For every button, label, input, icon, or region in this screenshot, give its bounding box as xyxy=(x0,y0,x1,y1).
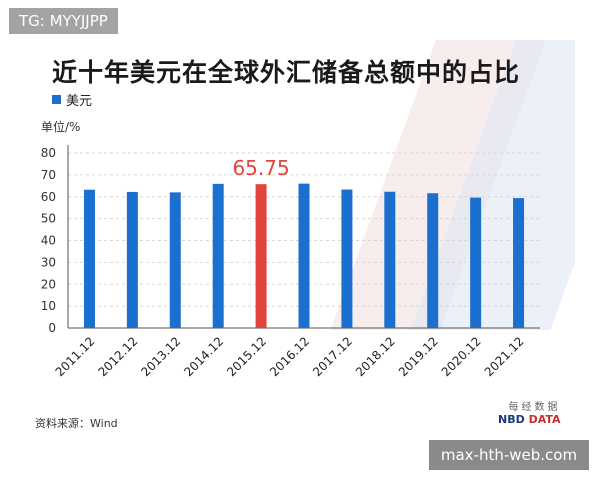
brand-chinese-name: 每经数据 xyxy=(508,402,561,413)
y-tick-label: 10 xyxy=(41,299,56,313)
watermark-bottom-right: max-hth-web.com xyxy=(429,440,589,470)
chart-card: 近十年美元在全球外汇储备总额中的占比 美元 单位/% 0 10 20 30 40 50 60… xyxy=(25,40,575,440)
y-tick-label: 30 xyxy=(41,255,56,269)
y-tick-label: 80 xyxy=(41,146,56,160)
bar-2016.12 xyxy=(298,183,310,328)
y-tick-label: 50 xyxy=(41,212,56,226)
chart-title: 近十年美元在全球外汇储备总额中的占比 xyxy=(52,58,521,87)
legend-swatch xyxy=(52,95,61,104)
y-tick-label: 70 xyxy=(41,168,56,182)
bar-chart: 010203040506070802011.122012.122013.1220… xyxy=(41,145,540,379)
x-tick-label: 2014.12 xyxy=(181,334,226,379)
x-tick-label: 2011.12 xyxy=(53,334,98,379)
bar-2019.12 xyxy=(427,193,439,328)
bar-2014.12 xyxy=(212,183,224,328)
chart-legend: 美元 xyxy=(52,90,92,109)
bar-2021.12 xyxy=(513,198,525,328)
x-tick-label: 2017.12 xyxy=(310,334,355,379)
nbd-data-logo: 每经数据 NBD DATA xyxy=(498,398,561,426)
y-axis-unit-label: 单位/% xyxy=(41,120,81,134)
x-tick-label: 2018.12 xyxy=(353,334,398,379)
x-tick-label: 2021.12 xyxy=(482,334,527,379)
y-tick-label: 20 xyxy=(41,277,56,291)
legend-label: 美元 xyxy=(66,94,93,109)
bar-2013.12 xyxy=(169,192,181,328)
bar-2011.12 xyxy=(83,189,95,328)
bar-2017.12 xyxy=(341,189,353,328)
y-tick-label: 0 xyxy=(48,321,56,335)
x-tick-label: 2020.12 xyxy=(439,334,484,379)
x-tick-label: 2016.12 xyxy=(267,334,312,379)
y-tick-label: 40 xyxy=(41,234,56,248)
bar-2018.12 xyxy=(384,191,396,328)
watermark-top-left: TG: MYYJJPP xyxy=(9,8,118,34)
bar-2015.12 xyxy=(255,184,267,328)
x-tick-label: 2015.12 xyxy=(224,334,269,379)
x-tick-label: 2012.12 xyxy=(95,334,140,379)
bar-2012.12 xyxy=(126,191,138,328)
bar-2020.12 xyxy=(470,197,482,328)
x-tick-label: 2019.12 xyxy=(396,334,441,379)
x-tick-label: 2013.12 xyxy=(138,334,183,379)
highlight-value-label: 65.75 xyxy=(232,156,289,180)
brand-english-name: NBD DATA xyxy=(498,413,561,426)
brand-en-part2: DATA xyxy=(528,413,561,426)
data-source-note: 资料来源：Wind xyxy=(35,417,118,430)
y-tick-label: 60 xyxy=(41,190,56,204)
brand-en-part1: NBD xyxy=(498,413,529,426)
